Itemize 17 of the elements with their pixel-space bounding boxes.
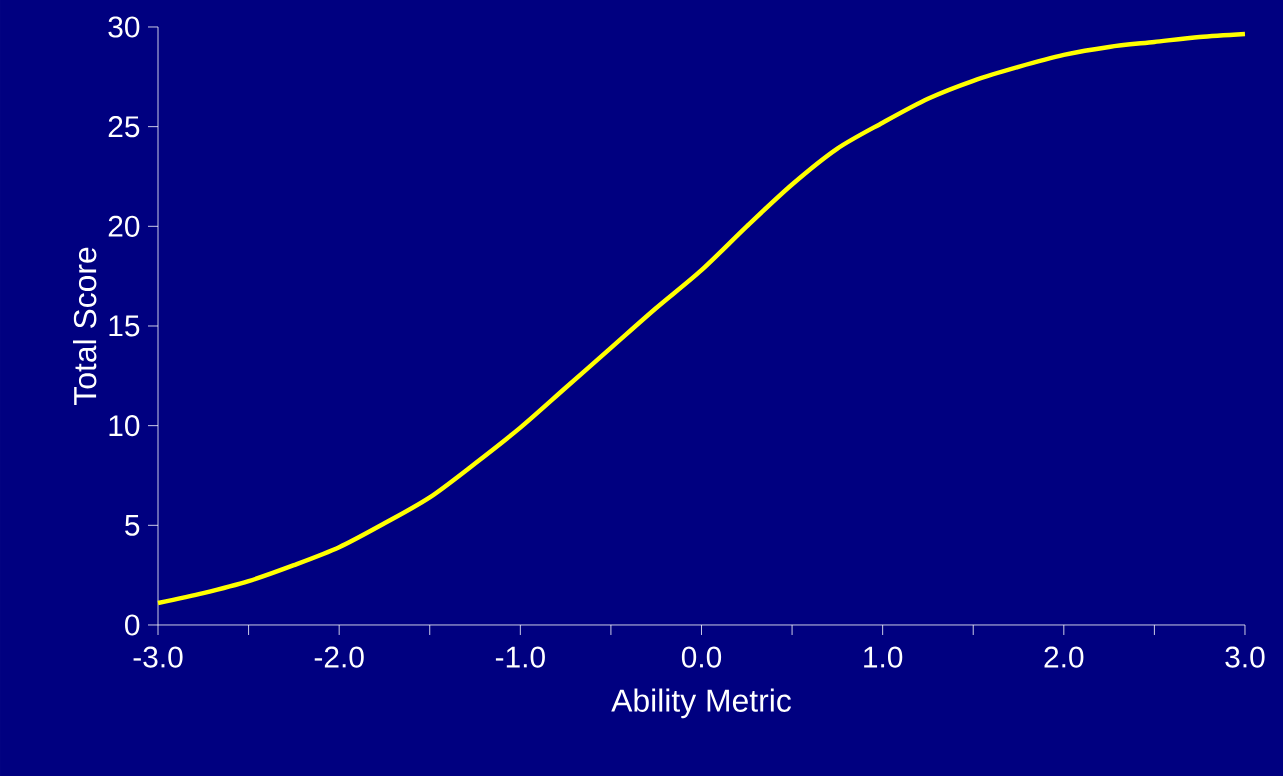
y-axis-title: Total Score [73,247,97,406]
y-tick-label: 10 [109,415,140,437]
x-tick-label: -2.0 [314,646,364,668]
x-tick-label: -1.0 [495,646,545,668]
y-tick-label: 5 [125,514,140,536]
x-axis-title: Ability Metric [611,688,791,719]
line-series [155,31,1248,606]
x-tick-label: -3.0 [133,646,183,668]
y-tick-label: 15 [109,315,140,337]
x-tick-label: 0.0 [681,646,722,668]
y-tick-label: 30 [108,16,140,38]
x-tick-label: 1.0 [864,646,903,668]
x-tick-label: 2.0 [1044,646,1084,668]
y-tick-label: 20 [108,215,140,237]
y-tick-label: 0 [125,614,140,636]
y-tick-label: 25 [108,116,140,138]
x-tick-label: 3.0 [1225,646,1265,668]
